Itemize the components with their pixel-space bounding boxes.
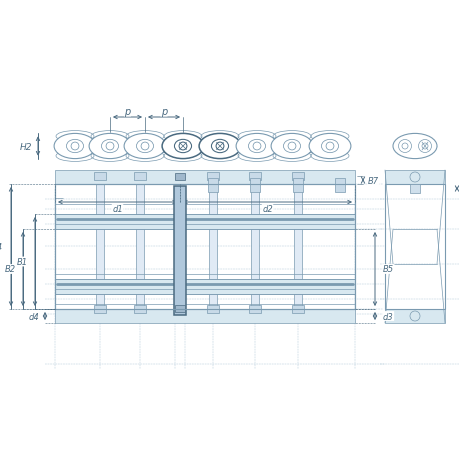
- Bar: [384, 171, 444, 185]
- Ellipse shape: [162, 134, 203, 159]
- Ellipse shape: [270, 134, 312, 159]
- Bar: [55, 171, 354, 185]
- Bar: [94, 173, 106, 180]
- Bar: [208, 185, 217, 309]
- Ellipse shape: [392, 134, 436, 159]
- Bar: [94, 305, 106, 313]
- Bar: [248, 305, 260, 313]
- Bar: [55, 185, 354, 309]
- Ellipse shape: [66, 140, 84, 153]
- Bar: [384, 309, 444, 323]
- Bar: [174, 174, 185, 180]
- Ellipse shape: [248, 140, 265, 153]
- Bar: [334, 179, 344, 193]
- Ellipse shape: [101, 140, 118, 153]
- Circle shape: [421, 144, 427, 150]
- Text: H2: H2: [20, 142, 32, 151]
- Bar: [174, 305, 185, 312]
- Bar: [384, 185, 444, 309]
- Text: d1: d1: [112, 205, 123, 214]
- Text: B7: B7: [367, 176, 378, 185]
- Bar: [136, 185, 144, 309]
- Text: d4: d4: [28, 312, 39, 321]
- Ellipse shape: [89, 134, 131, 159]
- Ellipse shape: [124, 134, 166, 159]
- Bar: [251, 185, 258, 309]
- Bar: [248, 173, 260, 180]
- Bar: [134, 305, 146, 313]
- Ellipse shape: [308, 134, 350, 159]
- Circle shape: [216, 143, 224, 151]
- Text: B1: B1: [17, 257, 28, 266]
- Ellipse shape: [235, 134, 277, 159]
- Bar: [55, 309, 354, 323]
- Bar: [55, 185, 354, 309]
- Bar: [55, 214, 354, 230]
- Bar: [207, 179, 218, 193]
- Text: B5: B5: [382, 265, 393, 274]
- Ellipse shape: [397, 140, 411, 153]
- Circle shape: [179, 143, 186, 151]
- Circle shape: [252, 143, 260, 151]
- Bar: [291, 173, 303, 180]
- Circle shape: [141, 143, 149, 151]
- Text: d3: d3: [382, 312, 393, 321]
- Bar: [292, 179, 302, 193]
- Ellipse shape: [283, 140, 300, 153]
- Text: p: p: [161, 107, 167, 117]
- Bar: [207, 305, 218, 313]
- Bar: [249, 179, 259, 193]
- Text: d2: d2: [262, 205, 272, 214]
- Circle shape: [106, 143, 114, 151]
- Ellipse shape: [211, 140, 228, 153]
- Circle shape: [401, 144, 407, 150]
- Bar: [409, 185, 419, 194]
- Bar: [55, 280, 354, 294]
- Bar: [174, 187, 185, 315]
- Bar: [291, 305, 303, 313]
- Ellipse shape: [199, 134, 241, 159]
- Bar: [96, 185, 104, 309]
- Circle shape: [71, 143, 79, 151]
- Circle shape: [325, 143, 333, 151]
- Ellipse shape: [174, 140, 191, 153]
- Ellipse shape: [136, 140, 153, 153]
- Bar: [207, 173, 218, 180]
- Text: B4: B4: [0, 242, 3, 252]
- Text: B2: B2: [5, 265, 16, 274]
- Ellipse shape: [321, 140, 338, 153]
- Ellipse shape: [54, 134, 95, 159]
- Text: p: p: [124, 107, 130, 117]
- Bar: [293, 185, 302, 309]
- Circle shape: [287, 143, 295, 151]
- Bar: [134, 173, 146, 180]
- Ellipse shape: [418, 140, 431, 153]
